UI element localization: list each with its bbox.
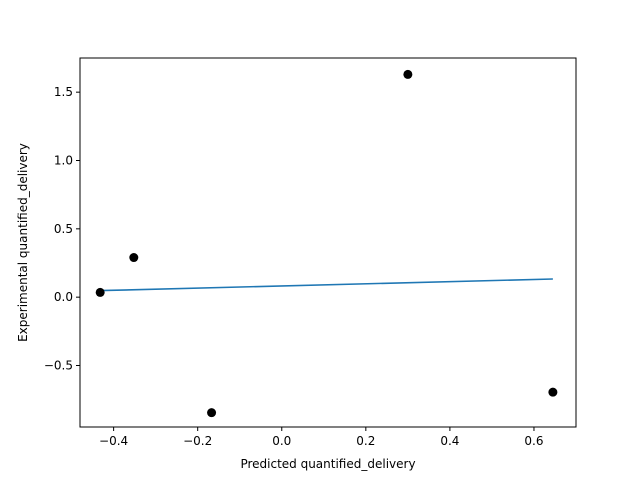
x-tick-label: −0.2: [183, 434, 212, 448]
scatter-point: [95, 287, 105, 297]
scatter-point: [548, 387, 558, 397]
x-tick-label: 0.0: [272, 434, 291, 448]
x-tick-label: 0.4: [440, 434, 459, 448]
plot-frame: [79, 57, 577, 428]
y-tick-label: −0.5: [44, 359, 73, 373]
scatter-point: [403, 69, 413, 79]
x-tick-label: 0.2: [356, 434, 375, 448]
y-tick-label: 1.5: [54, 85, 73, 99]
y-tick-label: 0.0: [54, 290, 73, 304]
y-axis-label: Experimental quantified_delivery: [16, 143, 30, 342]
scatter-point: [129, 253, 139, 263]
y-tick-label: 1.0: [54, 154, 73, 168]
y-tick-label: 0.5: [54, 222, 73, 236]
y-axis-ticks: −0.5 0.0 0.5 1.0 1.5: [44, 85, 80, 373]
scatter-point: [207, 408, 217, 418]
plot-area: [95, 69, 558, 418]
x-axis-label: Predicted quantified_delivery: [240, 457, 415, 471]
x-tick-label: 0.6: [524, 434, 543, 448]
x-axis-ticks: −0.4 −0.2 0.0 0.2 0.4 0.6: [99, 427, 544, 448]
x-tick-label: −0.4: [99, 434, 128, 448]
trend-line: [100, 278, 553, 292]
